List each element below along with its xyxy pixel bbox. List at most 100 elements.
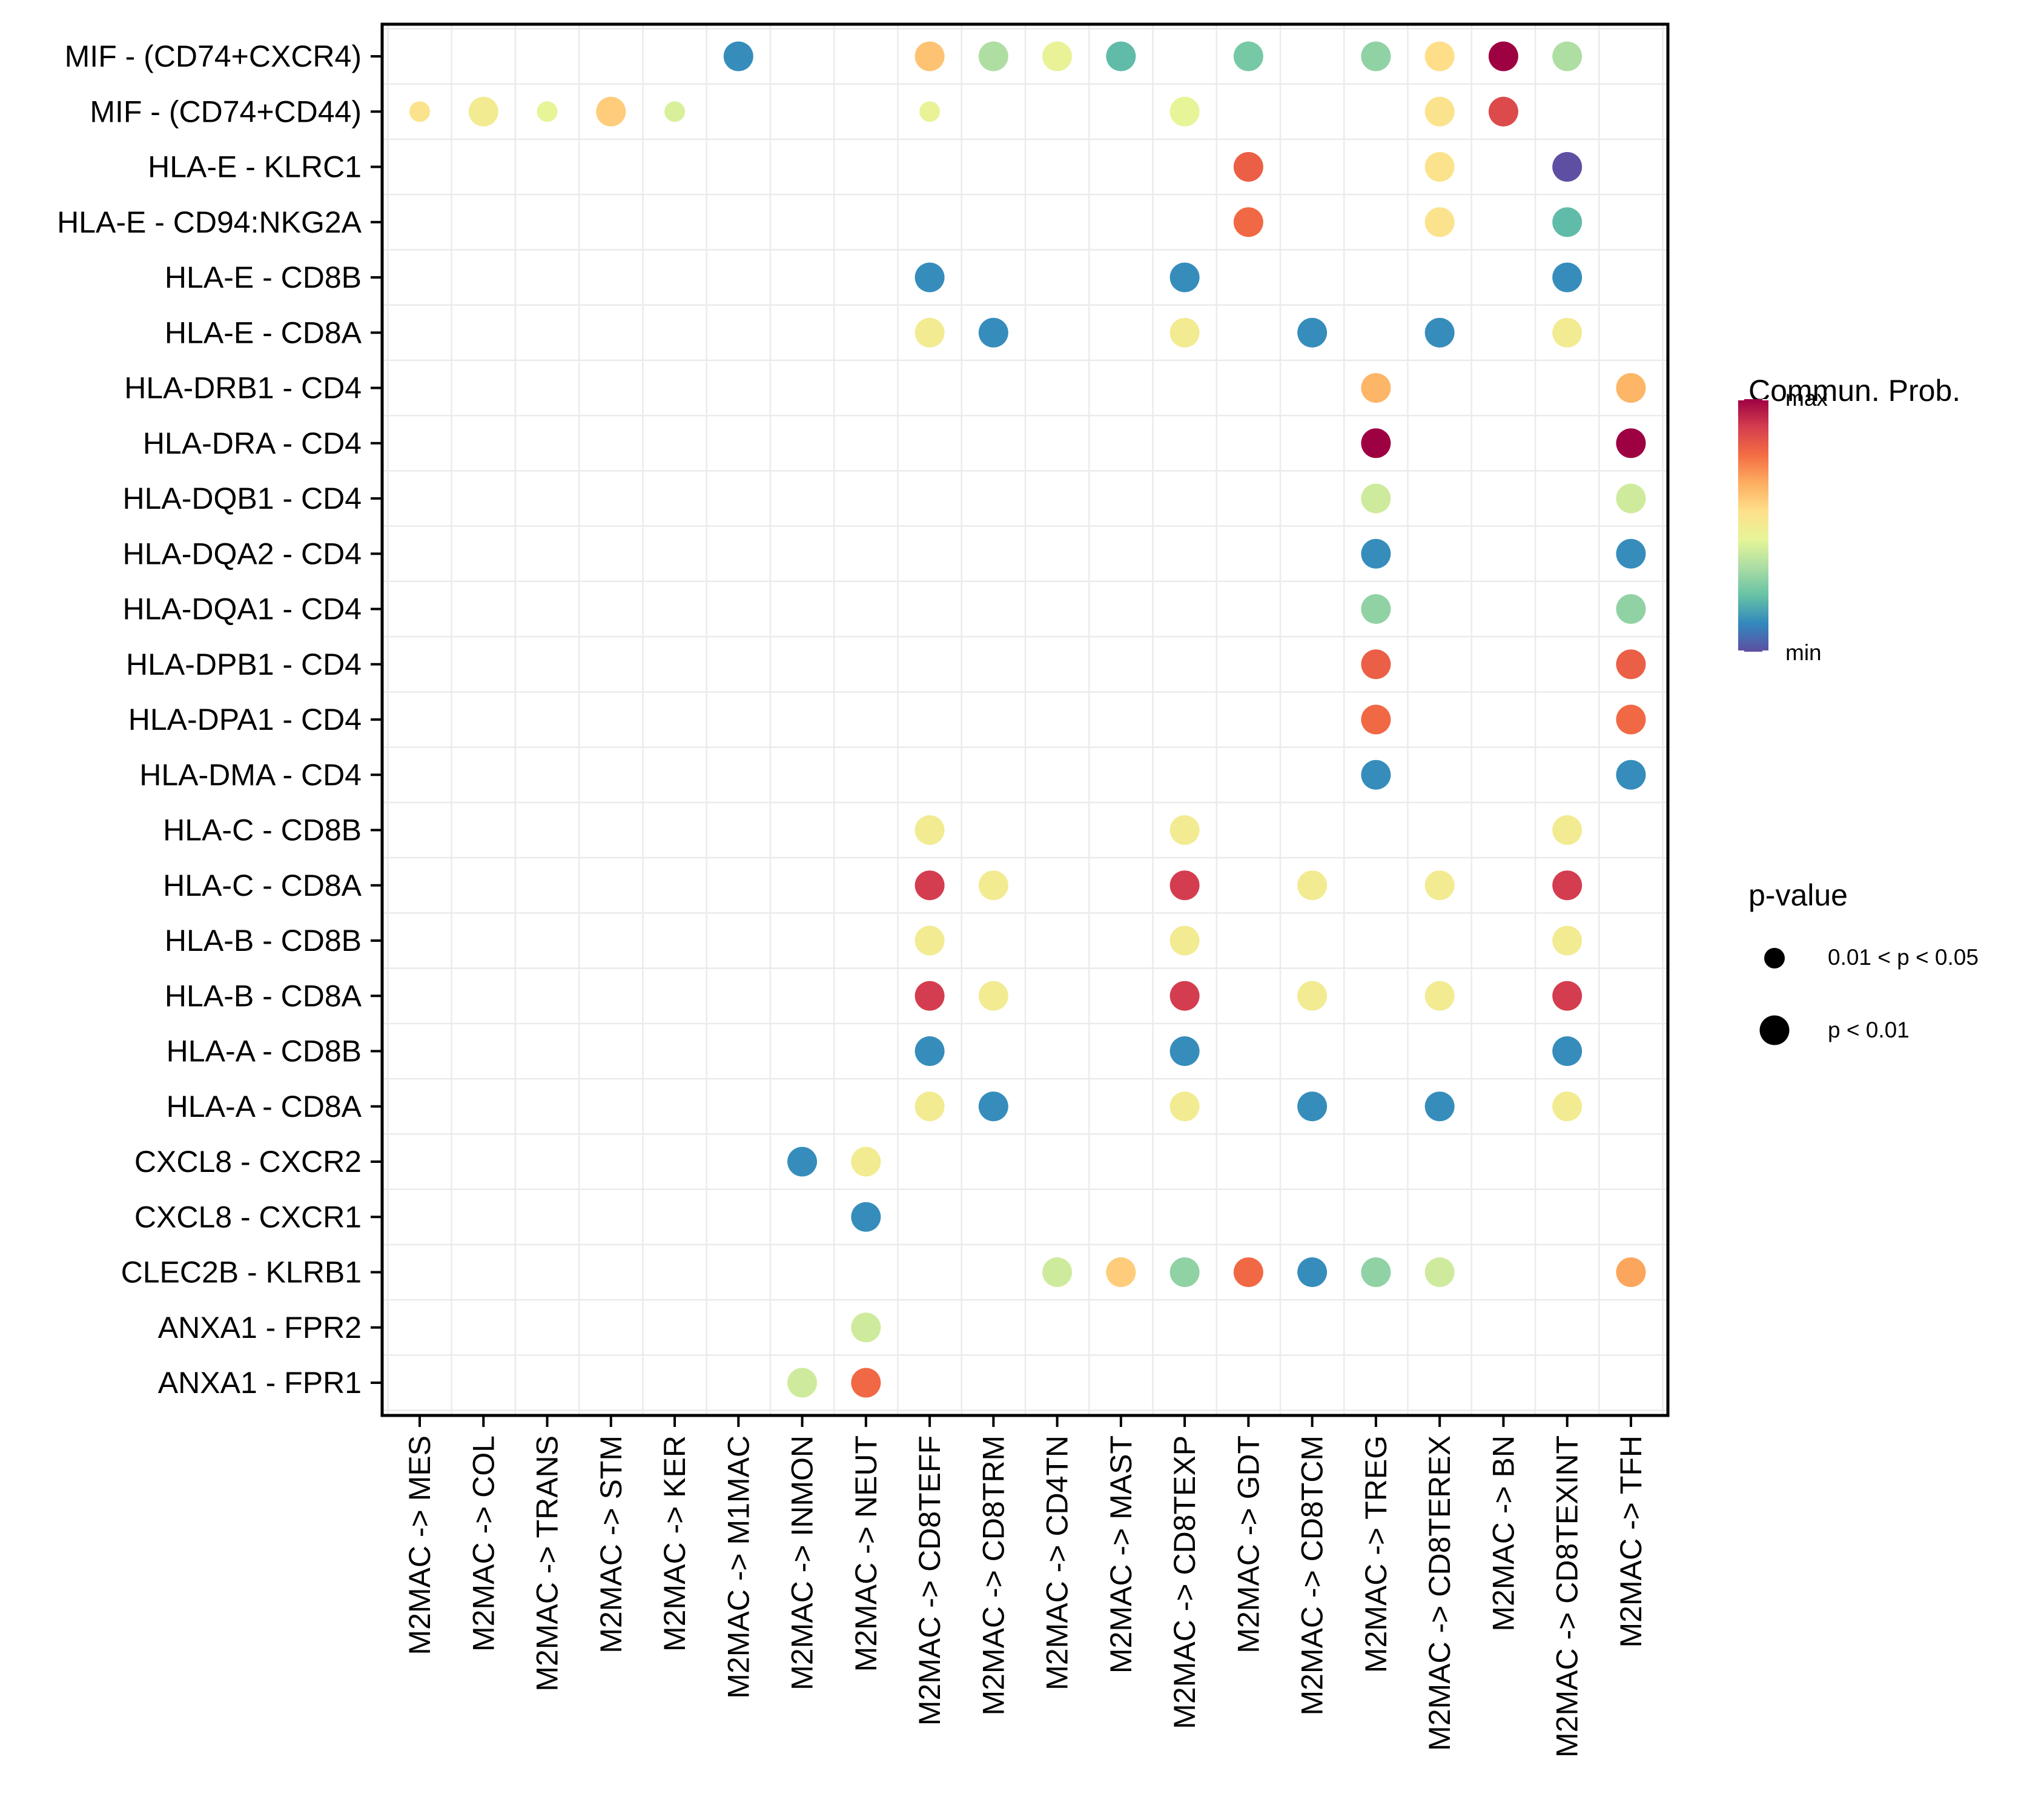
y-tick-label: HLA-E - CD8B bbox=[165, 260, 362, 294]
x-tick-label: M2MAC -> NEUT bbox=[849, 1435, 883, 1672]
x-tick-label: M2MAC -> CD8TEREX bbox=[1423, 1435, 1457, 1751]
y-tick-label: HLA-C - CD8B bbox=[163, 813, 362, 847]
data-point bbox=[851, 1312, 881, 1343]
data-point bbox=[596, 96, 626, 127]
data-point bbox=[1233, 207, 1263, 237]
y-tick-label: HLA-E - KLRC1 bbox=[148, 150, 362, 184]
data-point bbox=[1424, 96, 1455, 127]
y-tick-label: HLA-DPA1 - CD4 bbox=[128, 703, 362, 736]
y-tick-label: HLA-A - CD8A bbox=[167, 1090, 362, 1124]
data-point bbox=[1616, 594, 1646, 624]
data-point bbox=[851, 1147, 881, 1177]
data-point bbox=[1552, 1036, 1583, 1066]
x-tick-label: M2MAC -> CD8TCM bbox=[1295, 1435, 1329, 1716]
x-tick-label: M2MAC -> MES bbox=[403, 1435, 437, 1655]
data-point bbox=[919, 101, 941, 122]
x-tick-label: M2MAC -> CD4TN bbox=[1040, 1435, 1074, 1690]
data-point bbox=[1361, 649, 1391, 680]
data-point bbox=[1616, 373, 1646, 403]
y-tick-label: MIF - (CD74+CXCR4) bbox=[65, 39, 362, 73]
y-tick-label: HLA-DPB1 - CD4 bbox=[126, 647, 362, 681]
y-axis: MIF - (CD74+CXCR4) MIF - (CD74+CD44) HLA-E… bbox=[57, 39, 382, 1400]
data-point bbox=[1616, 760, 1646, 790]
data-point bbox=[1169, 870, 1200, 901]
data-point bbox=[978, 41, 1008, 71]
data-point bbox=[537, 101, 558, 122]
data-point bbox=[1169, 1257, 1200, 1287]
pvalue-legend-small-label: 0.01 < p < 0.05 bbox=[1828, 945, 1979, 970]
x-tick-label: M2MAC -> BN bbox=[1486, 1435, 1520, 1632]
pvalue-legend: p-value 0.01 < p < 0.05 p < 0.01 bbox=[1748, 878, 1979, 1045]
color-legend: Commun. Prob. max min bbox=[1738, 374, 1960, 665]
data-point bbox=[1297, 1257, 1328, 1287]
x-axis: M2MAC -> MES M2MAC -> COL M2MAC -> TRANS M2… bbox=[403, 1415, 1648, 1758]
data-point bbox=[1616, 428, 1646, 458]
data-point bbox=[915, 870, 945, 901]
pvalue-legend-large-label: p < 0.01 bbox=[1828, 1018, 1910, 1042]
data-point bbox=[1169, 317, 1200, 348]
data-point bbox=[1552, 41, 1583, 71]
x-tick-label: M2MAC -> M1MAC bbox=[721, 1435, 755, 1699]
data-point bbox=[915, 41, 945, 71]
y-tick-label: HLA-C - CD8A bbox=[163, 869, 362, 902]
data-point bbox=[1042, 1257, 1073, 1287]
data-point bbox=[915, 981, 945, 1011]
color-legend-title: Commun. Prob. bbox=[1748, 374, 1960, 408]
data-point bbox=[1169, 981, 1200, 1011]
data-point bbox=[915, 1091, 945, 1122]
data-point bbox=[1361, 41, 1391, 71]
data-point bbox=[1106, 1257, 1136, 1287]
y-tick-label: HLA-E - CD8A bbox=[165, 316, 362, 349]
data-point bbox=[1616, 1257, 1646, 1287]
data-point bbox=[1361, 538, 1391, 569]
data-point bbox=[1616, 538, 1646, 569]
data-point bbox=[787, 1368, 818, 1398]
data-point bbox=[1424, 317, 1455, 348]
y-tick-label: HLA-DQB1 - CD4 bbox=[122, 482, 362, 515]
colorbar bbox=[1738, 399, 1768, 652]
x-tick-label: M2MAC -> TRANS bbox=[531, 1435, 564, 1692]
data-point bbox=[1169, 925, 1200, 956]
y-tick-label: MIF - (CD74+CD44) bbox=[90, 94, 362, 128]
x-tick-label: M2MAC -> CD8TEXINT bbox=[1550, 1435, 1584, 1758]
x-tick-label: M2MAC -> INMON bbox=[786, 1435, 819, 1690]
y-tick-label: ANXA1 - FPR2 bbox=[158, 1311, 362, 1345]
data-point bbox=[915, 317, 945, 348]
data-point bbox=[1552, 317, 1583, 348]
pvalue-legend-large-dot bbox=[1759, 1015, 1790, 1045]
data-point bbox=[1552, 262, 1583, 293]
x-tick-label: M2MAC -> STM bbox=[594, 1435, 628, 1653]
y-tick-label: CXCL8 - CXCR1 bbox=[134, 1200, 362, 1234]
data-point bbox=[787, 1147, 818, 1177]
data-point bbox=[1297, 870, 1328, 901]
data-point bbox=[1361, 594, 1391, 624]
data-point bbox=[1424, 152, 1455, 182]
y-tick-label: HLA-DMA - CD4 bbox=[139, 758, 362, 792]
y-tick-label: CXCL8 - CXCR2 bbox=[134, 1145, 362, 1179]
data-point bbox=[1169, 262, 1200, 293]
data-point bbox=[1361, 373, 1391, 403]
data-point bbox=[1552, 925, 1583, 956]
data-point bbox=[1616, 483, 1646, 514]
data-point bbox=[409, 101, 430, 122]
data-point bbox=[1169, 815, 1200, 845]
data-point bbox=[978, 981, 1008, 1011]
grid-lines bbox=[382, 24, 1668, 1415]
x-tick-label: M2MAC -> GDT bbox=[1231, 1435, 1265, 1653]
data-point bbox=[1424, 207, 1455, 237]
data-point bbox=[1552, 815, 1583, 845]
data-point bbox=[1169, 1036, 1200, 1066]
data-point bbox=[1424, 41, 1455, 71]
data-point bbox=[851, 1202, 881, 1232]
data-point bbox=[1552, 870, 1583, 901]
x-tick-label: M2MAC -> MAST bbox=[1104, 1435, 1138, 1673]
colorbar-max-label: max bbox=[1785, 386, 1828, 411]
data-point bbox=[1361, 483, 1391, 514]
x-tick-label: M2MAC -> COL bbox=[466, 1435, 500, 1652]
data-point bbox=[1042, 41, 1073, 71]
y-tick-label: HLA-DRA - CD4 bbox=[143, 426, 362, 460]
data-point bbox=[1297, 981, 1328, 1011]
x-tick-label: M2MAC -> TFH bbox=[1614, 1435, 1648, 1648]
